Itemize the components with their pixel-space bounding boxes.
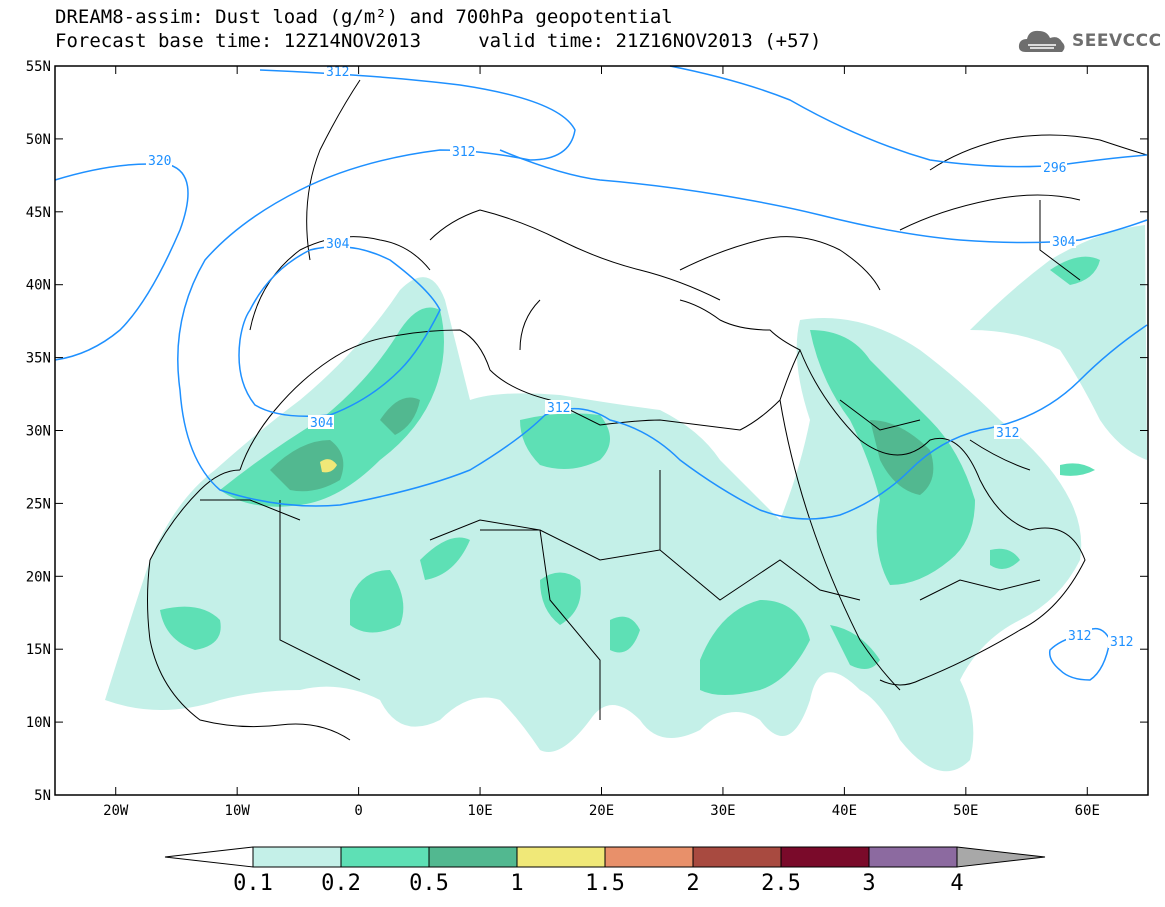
lat-tick-label: 50N — [26, 132, 51, 148]
colorbar-label: 4 — [950, 871, 963, 896]
lon-tick-label: 60E — [1075, 803, 1100, 819]
contour-label: 312 — [452, 145, 475, 160]
colorbar-box — [780, 846, 870, 868]
lon-tick-label: 40E — [832, 803, 857, 819]
seevccc-logo: SEEVCCC — [1016, 26, 1162, 56]
contour-label: 296 — [1043, 161, 1066, 176]
lat-tick-label: 35N — [26, 351, 51, 367]
lat-tick-label: 25N — [26, 496, 51, 512]
lat-tick-label: 15N — [26, 642, 51, 658]
lon-tick-label: 0 — [354, 803, 362, 819]
colorbar-label: 2.5 — [761, 871, 801, 896]
colorbar-box — [252, 846, 342, 868]
lat-tick-label: 55N — [26, 59, 51, 75]
colorbar-box — [516, 846, 606, 868]
contour-label: 312 — [547, 401, 570, 416]
latitude-axis: 55N 50N 45N 40N 35N 30N 25N 20N 15N 10N 5N — [26, 59, 1148, 804]
contour-label: 312 — [1068, 629, 1091, 644]
lat-tick-label: 40N — [26, 278, 51, 294]
contour-label: 320 — [148, 154, 171, 169]
colorbar-under-triangle — [164, 846, 254, 868]
lat-tick-label: 10N — [26, 715, 51, 731]
dust-shading — [105, 225, 1147, 772]
contour-label: 304 — [1052, 235, 1076, 250]
coastlines — [147, 79, 1148, 741]
contour-labels: 312 312 320 296 304 304 304 312 312 312 … — [146, 64, 1134, 650]
dust-level-0.2 — [160, 256, 1100, 695]
lon-tick-label: 20E — [589, 803, 614, 819]
longitude-axis: 20W 10W 0 10E 20E 30E 40E 50E 60E — [103, 66, 1100, 819]
contour-label: 312 — [326, 65, 349, 80]
colorbar-label: 0.5 — [409, 871, 449, 896]
contour-label: 312 — [996, 426, 1019, 441]
colorbar-box — [868, 846, 958, 868]
contour-label: 312 — [1110, 635, 1133, 650]
dust-level-0.5 — [270, 397, 934, 495]
lon-tick-label: 10W — [225, 803, 251, 819]
dust-level-1 — [320, 459, 337, 473]
lat-tick-label: 5N — [34, 788, 51, 804]
lon-tick-label: 30E — [710, 803, 735, 819]
lat-tick-label: 45N — [26, 205, 51, 221]
colorbar-over-triangle — [956, 846, 1046, 868]
lat-tick-label: 30N — [26, 424, 51, 440]
logo-text: SEEVCCC — [1072, 31, 1162, 51]
lon-tick-label: 10E — [467, 803, 492, 819]
colorbar-label: 2 — [686, 871, 699, 896]
map-plot-area: 312 312 320 296 304 304 304 312 312 312 … — [54, 64, 1149, 796]
colorbar-box — [692, 846, 782, 868]
contour-label: 304 — [310, 416, 334, 431]
forecast-times: Forecast base time: 12Z14NOV2013 valid t… — [55, 30, 822, 52]
colorbar: 0.1 0.2 0.5 1 1.5 2 2.5 3 4 — [164, 846, 1046, 896]
contour-label: 304 — [326, 237, 350, 252]
cloud-icon — [1018, 30, 1065, 52]
colorbar-box — [604, 846, 694, 868]
colorbar-label: 0.2 — [321, 871, 361, 896]
lon-tick-label: 20W — [103, 803, 129, 819]
colorbar-box — [340, 846, 430, 868]
colorbar-label: 3 — [862, 871, 875, 896]
lon-tick-label: 50E — [953, 803, 978, 819]
colorbar-label: 0.1 — [233, 871, 273, 896]
lat-tick-label: 20N — [26, 569, 51, 585]
colorbar-label: 1 — [510, 871, 523, 896]
map-title: DREAM8-assim: Dust load (g/m²) and 700hP… — [55, 6, 673, 28]
colorbar-label: 1.5 — [585, 871, 625, 896]
colorbar-box — [428, 846, 518, 868]
